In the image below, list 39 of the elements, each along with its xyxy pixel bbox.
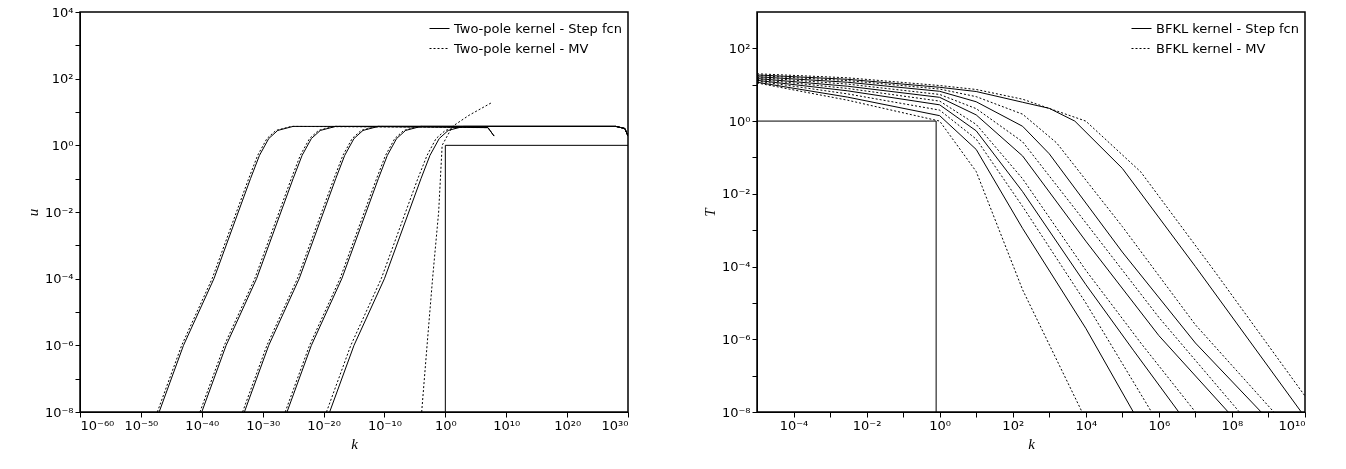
- legend-label: Two-pole kernel - Step fcn: [453, 20, 622, 36]
- x-tick-label: 10²⁰: [554, 417, 582, 433]
- x-tick-label: 10¹⁰: [1278, 417, 1306, 433]
- x-tick-label: 10⁻⁴: [779, 417, 809, 433]
- x-tick-label: 10³⁰: [601, 417, 629, 433]
- legend-label: BFKL kernel - Step fcn: [1156, 20, 1299, 36]
- y-axis-title: T: [701, 206, 718, 217]
- x-tick-label: 10⁻³⁰: [246, 417, 281, 433]
- y-tick-label: 10⁴: [51, 4, 74, 20]
- x-tick-label: 10⁸: [1221, 417, 1244, 433]
- y-tick-label: 10⁻⁴: [44, 271, 74, 287]
- x-axis-title: k: [351, 435, 359, 452]
- y-tick-label: 10⁻⁶: [44, 337, 74, 353]
- y-tick-label: 10⁻⁸: [721, 404, 751, 420]
- y-tick-label: 10⁻⁸: [44, 404, 74, 420]
- y-tick-label: 10⁻²: [721, 186, 751, 202]
- y-tick-label: 10⁰: [728, 113, 751, 129]
- y-tick-label: 10⁰: [51, 137, 74, 153]
- x-tick-label: 10⁻⁴⁰: [185, 417, 220, 433]
- x-tick-label: 10⁻⁵⁰: [124, 417, 159, 433]
- legend-label: Two-pole kernel - MV: [453, 40, 589, 56]
- x-tick-label: 10⁰: [929, 417, 952, 433]
- x-tick-label: 10⁻¹⁰: [368, 417, 402, 433]
- x-tick-label: 10⁻²: [852, 417, 882, 433]
- x-tick-label: 10¹⁰: [493, 417, 521, 433]
- y-tick-label: 10⁻²: [44, 204, 74, 220]
- y-tick-label: 10⁻⁴: [721, 259, 751, 275]
- x-tick-label: 10⁻⁶⁰: [80, 417, 115, 433]
- y-axis-title: u: [24, 208, 41, 217]
- y-tick-label: 10⁻⁶: [721, 331, 751, 347]
- legend-label: BFKL kernel - MV: [1156, 40, 1266, 56]
- x-tick-label: 10⁻²⁰: [307, 417, 341, 433]
- x-axis-title: k: [1028, 435, 1036, 452]
- x-tick-label: 10⁴: [1075, 417, 1098, 433]
- x-tick-label: 10⁶: [1148, 417, 1171, 433]
- y-tick-label: 10²: [728, 40, 751, 56]
- y-tick-label: 10²: [51, 71, 74, 87]
- x-tick-label: 10⁰: [434, 417, 457, 433]
- x-tick-label: 10²: [1002, 417, 1025, 433]
